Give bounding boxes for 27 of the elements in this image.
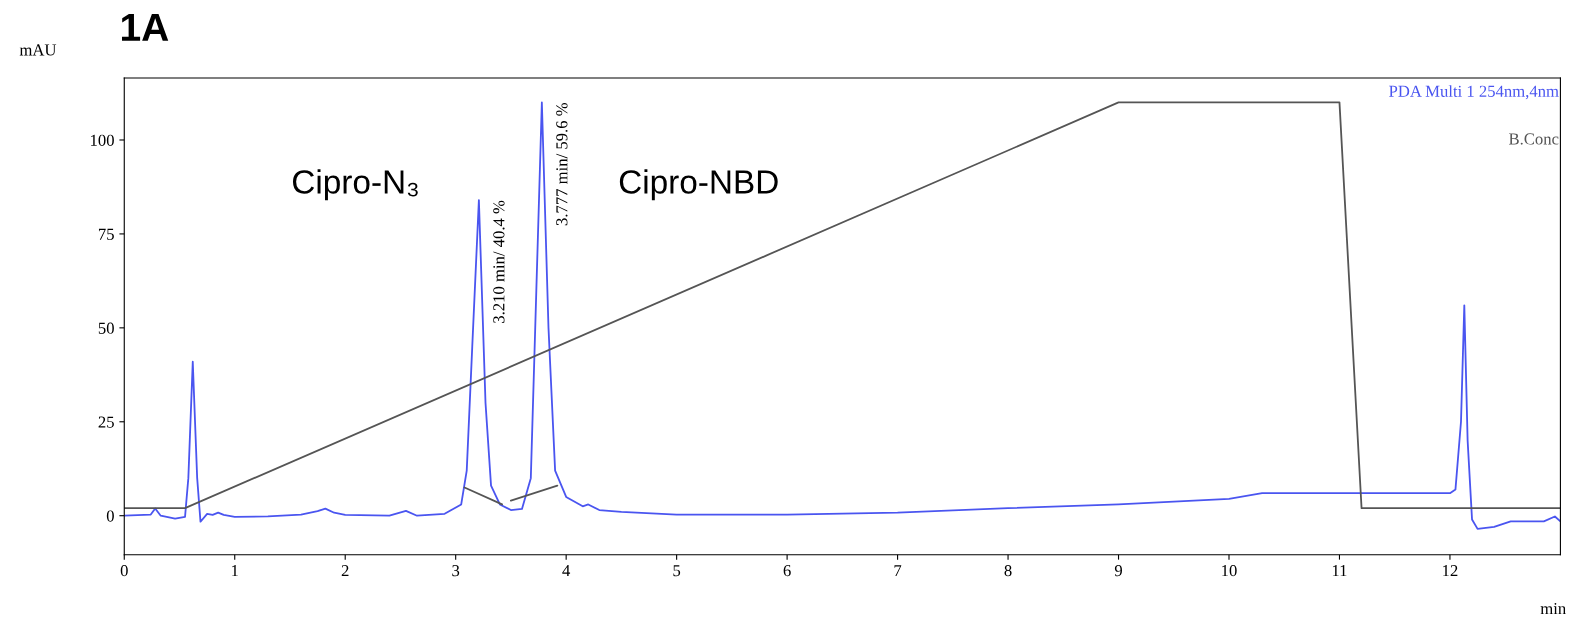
annotation: Cipro-N₃ bbox=[292, 169, 418, 201]
x-tick-label: 3 bbox=[452, 565, 460, 577]
x-tick-label: 4 bbox=[562, 565, 571, 577]
annotation: Cipro-NBD bbox=[619, 169, 778, 201]
x-axis-title: min bbox=[1540, 602, 1566, 615]
y-tick-label: 0 bbox=[106, 510, 114, 522]
y-axis-title: mAU bbox=[19, 44, 57, 56]
text: PDA Multi 1 254nm,4nm bbox=[1389, 85, 1559, 100]
x-tick-label: 0 bbox=[120, 564, 128, 577]
chart-title: 1A bbox=[122, 14, 169, 41]
x-tick-label: 10 bbox=[1222, 564, 1237, 577]
y-tick-label: 25 bbox=[98, 416, 114, 428]
x-tick-label: 9 bbox=[1114, 565, 1123, 577]
x-tick-label: 5 bbox=[673, 565, 681, 577]
y-tick-label: 75 bbox=[98, 228, 114, 240]
x-tick-label: 6 bbox=[783, 565, 791, 577]
x-tick-label: 1 bbox=[232, 565, 238, 577]
annotation: 3.777 min/ 59.6 % bbox=[556, 102, 568, 226]
y-tick-label: 100 bbox=[91, 134, 114, 146]
y-tick-label: 50 bbox=[98, 322, 114, 334]
x-tick-label: 11 bbox=[1332, 565, 1347, 577]
x-tick-label: 12 bbox=[1443, 565, 1458, 577]
annotation: 3.210 min/ 40.4 % bbox=[493, 200, 505, 323]
x-tick-label: 8 bbox=[1004, 564, 1012, 577]
text: B.Conc bbox=[1508, 133, 1559, 145]
x-tick-label: 2 bbox=[341, 565, 349, 577]
x-tick-label: 7 bbox=[894, 565, 902, 577]
